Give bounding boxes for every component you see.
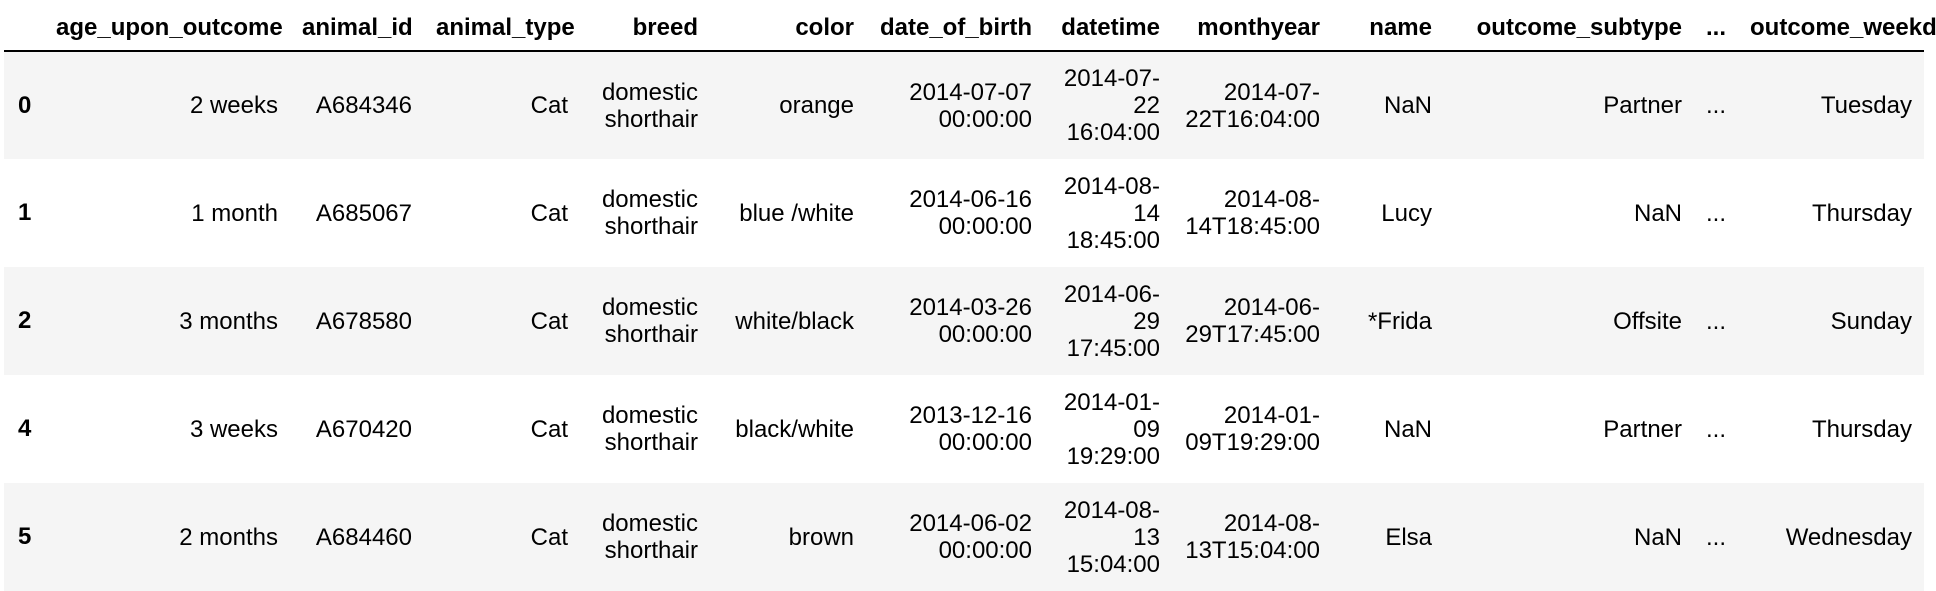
row-index: 2 bbox=[18, 307, 32, 334]
cell-outcome-subtype: Partner bbox=[1603, 415, 1682, 443]
cell-monthyear: 2014-07- 22T16:04:00 bbox=[1185, 78, 1320, 133]
cell-color: white/black bbox=[735, 307, 854, 335]
cell-monthyear: 2014-01- 09T19:29:00 bbox=[1185, 402, 1320, 456]
cell-outcome-subtype: Offsite bbox=[1613, 307, 1682, 335]
table-row: 4 3 weeks A670420 Cat domestic shorthair… bbox=[4, 375, 1924, 483]
cell-breed: domestic shorthair bbox=[601, 78, 698, 133]
cell-ellipsis: ... bbox=[1706, 415, 1727, 443]
cell-breed: domestic shorthair bbox=[601, 294, 698, 348]
cell-ellipsis: ... bbox=[1706, 307, 1727, 335]
header-name: name bbox=[1332, 0, 1444, 52]
cell-outcome-weekday: Tuesday bbox=[1820, 92, 1912, 119]
table-body: 0 2 weeks A684346 Cat domestic shorthair… bbox=[4, 51, 1924, 591]
cell-monthyear: 2014-08- 14T18:45:00 bbox=[1185, 186, 1320, 240]
table-row: 2 3 months A678580 Cat domestic shorthai… bbox=[4, 267, 1924, 375]
cell-date-of-birth: 2013-12-16 00:00:00 bbox=[909, 402, 1032, 456]
cell-age-upon-outcome: 3 months bbox=[179, 307, 278, 335]
cell-animal-id: A684460 bbox=[315, 523, 412, 551]
cell-date-of-birth: 2014-03-26 00:00:00 bbox=[909, 294, 1032, 348]
cell-breed: domestic shorthair bbox=[601, 402, 698, 456]
cell-outcome-subtype: NaN bbox=[1633, 199, 1682, 227]
table-row: 5 2 months A684460 Cat domestic shorthai… bbox=[4, 483, 1924, 591]
cell-color: orange bbox=[779, 92, 854, 119]
header-date-of-birth: date_of_birth bbox=[866, 0, 1044, 52]
row-index: 5 bbox=[18, 523, 32, 550]
cell-date-of-birth: 2014-06-02 00:00:00 bbox=[909, 510, 1032, 564]
header-datetime: datetime bbox=[1044, 0, 1172, 52]
cell-datetime: 2014-08- 13 15:04:00 bbox=[1063, 496, 1160, 578]
row-index: 4 bbox=[18, 415, 32, 442]
cell-breed: domestic shorthair bbox=[601, 510, 698, 564]
cell-animal-id: A670420 bbox=[315, 415, 412, 443]
cell-ellipsis: ... bbox=[1706, 523, 1727, 551]
header-ellipsis: ... bbox=[1694, 0, 1738, 52]
cell-age-upon-outcome: 1 month bbox=[191, 199, 278, 227]
table-row: 1 1 month A685067 Cat domestic shorthair… bbox=[4, 159, 1924, 267]
cell-animal-type: Cat bbox=[530, 523, 568, 551]
header-animal-type: animal_type bbox=[424, 0, 580, 52]
header-breed: breed bbox=[580, 0, 710, 52]
cell-name: NaN bbox=[1383, 92, 1432, 119]
cell-ellipsis: ... bbox=[1706, 199, 1727, 227]
cell-name: NaN bbox=[1383, 415, 1432, 443]
cell-ellipsis: ... bbox=[1706, 92, 1727, 119]
cell-color: brown bbox=[788, 523, 854, 551]
header-monthyear: monthyear bbox=[1172, 0, 1332, 52]
cell-outcome-subtype: NaN bbox=[1633, 523, 1682, 551]
cell-breed: domestic shorthair bbox=[601, 186, 698, 240]
cell-date-of-birth: 2014-06-16 00:00:00 bbox=[909, 186, 1032, 240]
cell-name: *Frida bbox=[1367, 307, 1432, 335]
row-index: 1 bbox=[18, 199, 32, 226]
cell-monthyear: 2014-06- 29T17:45:00 bbox=[1185, 294, 1320, 348]
table-row: 0 2 weeks A684346 Cat domestic shorthair… bbox=[4, 51, 1924, 159]
cell-outcome-subtype: Partner bbox=[1603, 92, 1682, 119]
cell-outcome-weekday: Thursday bbox=[1811, 415, 1912, 443]
header-color: color bbox=[710, 0, 866, 52]
dataframe-table: age_upon_outcome animal_id animal_type b… bbox=[4, 0, 1936, 591]
cell-animal-id: A678580 bbox=[315, 307, 412, 335]
header-outcome-weekday: outcome_weekday bbox=[1738, 0, 1936, 52]
cell-name: Elsa bbox=[1385, 523, 1432, 551]
header-animal-id: animal_id bbox=[290, 0, 424, 52]
header-index bbox=[4, 0, 44, 52]
cell-animal-id: A685067 bbox=[315, 199, 412, 227]
cell-age-upon-outcome: 2 weeks bbox=[189, 92, 278, 119]
cell-outcome-weekday: Wednesday bbox=[1785, 523, 1912, 551]
cell-animal-id: A684346 bbox=[315, 92, 412, 119]
cell-monthyear: 2014-08- 13T15:04:00 bbox=[1185, 510, 1320, 564]
cell-color: black/white bbox=[735, 415, 854, 443]
cell-datetime: 2014-01- 09 19:29:00 bbox=[1063, 388, 1160, 470]
cell-animal-type: Cat bbox=[530, 92, 568, 119]
cell-datetime: 2014-06- 29 17:45:00 bbox=[1063, 280, 1160, 362]
header-age-upon-outcome: age_upon_outcome bbox=[44, 0, 290, 52]
cell-animal-type: Cat bbox=[530, 199, 568, 227]
header-row: age_upon_outcome animal_id animal_type b… bbox=[4, 0, 1936, 52]
cell-datetime: 2014-08- 14 18:45:00 bbox=[1063, 172, 1160, 254]
cell-animal-type: Cat bbox=[530, 415, 568, 443]
header-outcome-subtype: outcome_subtype bbox=[1444, 0, 1694, 52]
cell-outcome-weekday: Sunday bbox=[1830, 307, 1912, 335]
row-index: 0 bbox=[18, 91, 32, 119]
cell-age-upon-outcome: 2 months bbox=[179, 523, 278, 551]
table-header: age_upon_outcome animal_id animal_type b… bbox=[4, 0, 1936, 52]
cell-color: blue /white bbox=[739, 199, 854, 227]
cell-animal-type: Cat bbox=[530, 307, 568, 335]
cell-outcome-weekday: Thursday bbox=[1811, 199, 1912, 227]
cell-name: Lucy bbox=[1381, 199, 1432, 227]
cell-datetime: 2014-07- 22 16:04:00 bbox=[1063, 65, 1160, 146]
cell-date-of-birth: 2014-07-07 00:00:00 bbox=[909, 78, 1032, 133]
cell-age-upon-outcome: 3 weeks bbox=[189, 415, 278, 443]
